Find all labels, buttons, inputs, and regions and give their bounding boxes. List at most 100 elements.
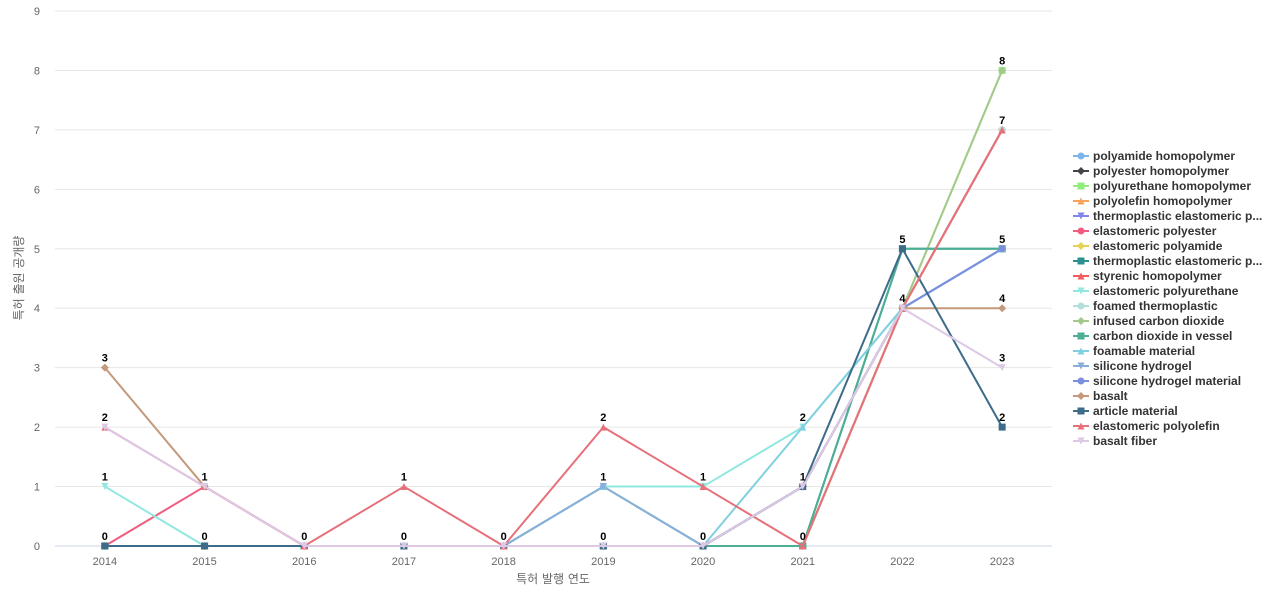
data-point: [998, 245, 1006, 253]
y-tick-label: 9: [34, 6, 40, 18]
legend-item[interactable]: elastomeric polyurethane: [1073, 284, 1239, 298]
legend-label: infused carbon dioxide: [1093, 314, 1225, 328]
y-tick-label: 5: [34, 244, 40, 256]
x-axis-ticks: 2014 2015 2016 2017 2018 2019 2020 2021 2022 2023: [93, 556, 1015, 568]
legend-symbol: [1077, 422, 1085, 430]
series-group: [101, 245, 1006, 550]
data-label: 1: [800, 472, 806, 484]
legend-label: basalt fiber: [1093, 434, 1157, 448]
legend-item[interactable]: polyester homopolymer: [1073, 164, 1229, 178]
data-label: 4: [999, 293, 1006, 305]
x-tick-label: 2023: [990, 556, 1014, 568]
data-point: [400, 542, 408, 550]
data-label: 1: [401, 472, 407, 484]
legend-label: silicone hydrogel material: [1093, 374, 1241, 388]
data-point: [101, 542, 109, 550]
legend-item[interactable]: elastomeric polyolefin: [1073, 419, 1220, 433]
x-tick-label: 2015: [192, 556, 216, 568]
legend-item[interactable]: basalt: [1073, 389, 1128, 403]
y-tick-label: 2: [34, 422, 40, 434]
legend-label: polyolefin homopolymer: [1093, 194, 1233, 208]
data-label: 4: [899, 293, 906, 305]
legend-symbol: [1077, 227, 1085, 235]
data-label: 3: [102, 353, 108, 365]
y-tick-label: 8: [34, 65, 40, 77]
data-label: 1: [600, 472, 606, 484]
legend-label: silicone hydrogel: [1093, 359, 1192, 373]
legend-item[interactable]: polyamide homopolymer: [1073, 149, 1235, 163]
legend-item[interactable]: basalt fiber: [1073, 434, 1157, 448]
x-axis-title: 특허 발행 연도: [516, 571, 590, 586]
legend-symbol: [1077, 182, 1085, 190]
legend-item[interactable]: silicone hydrogel: [1073, 359, 1192, 373]
legend-symbol: [1077, 392, 1085, 400]
legend-symbol: [1077, 257, 1085, 265]
legend-symbol: [1077, 212, 1085, 220]
legend-symbol: [1077, 197, 1085, 205]
legend-item[interactable]: styrenic homopolymer: [1073, 269, 1222, 283]
data-point: [799, 483, 807, 491]
legend-label: elastomeric polyolefin: [1093, 419, 1220, 433]
legend-symbol: [1077, 317, 1085, 325]
data-label: 5: [999, 234, 1005, 246]
x-tick-label: 2016: [292, 556, 316, 568]
legend-item[interactable]: silicone hydrogel material: [1073, 374, 1241, 388]
legend-item[interactable]: thermoplastic elastomeric p...: [1073, 254, 1262, 268]
legend-label: basalt: [1093, 389, 1128, 403]
series-line: [103, 247, 1004, 547]
x-tick-label: 2020: [691, 556, 715, 568]
data-point: [799, 423, 807, 431]
legend-item[interactable]: article material: [1073, 404, 1178, 418]
legend-item[interactable]: carbon dioxide in vessel: [1073, 329, 1232, 343]
series-line: [103, 307, 1004, 547]
y-tick-label: 4: [34, 303, 40, 315]
series-line: [103, 247, 1004, 547]
data-label: 3: [999, 353, 1005, 365]
series-group: [101, 245, 1006, 550]
legend-symbol: [1077, 332, 1085, 340]
series-line: [103, 247, 1004, 547]
y-tick-label: 3: [34, 363, 40, 375]
legend-symbol: [1077, 272, 1085, 280]
series-group: [101, 245, 1006, 550]
legend-symbol: [1077, 302, 1085, 310]
legend-item[interactable]: foamed thermoplastic: [1073, 299, 1218, 313]
legend-item[interactable]: foamable material: [1073, 344, 1195, 358]
legend-item[interactable]: thermoplastic elastomeric p...: [1073, 209, 1262, 223]
legend-item[interactable]: elastomeric polyester: [1073, 224, 1217, 238]
data-label: 0: [401, 531, 407, 543]
legend-symbol: [1077, 167, 1085, 175]
x-tick-label: 2014: [93, 556, 117, 568]
legend-label: foamable material: [1093, 344, 1195, 358]
legend-label: styrenic homopolymer: [1093, 269, 1222, 283]
legend-item[interactable]: polyolefin homopolymer: [1073, 194, 1233, 208]
data-label: 0: [102, 531, 108, 543]
legend-label: foamed thermoplastic: [1093, 299, 1218, 313]
series-lines: [100, 66, 1007, 550]
legend-label: thermoplastic elastomeric p...: [1093, 254, 1262, 268]
data-label: 0: [501, 531, 507, 543]
data-label: 2: [800, 412, 806, 424]
data-label: 2: [600, 412, 606, 424]
data-point: [101, 423, 109, 431]
x-tick-label: 2018: [491, 556, 515, 568]
series-group: [101, 245, 1006, 550]
series-line: [103, 247, 1004, 547]
legend-item[interactable]: polyurethane homopolymer: [1073, 179, 1251, 193]
series-group: [101, 245, 1006, 550]
legend-symbol: [1077, 242, 1085, 250]
legend-item[interactable]: infused carbon dioxide: [1073, 314, 1225, 328]
data-point: [500, 542, 508, 550]
series-line: [103, 247, 1004, 547]
legend-item[interactable]: elastomeric polyamide: [1073, 239, 1223, 253]
legend-symbol: [1077, 362, 1085, 370]
legend-symbol: [1077, 152, 1085, 160]
data-point: [300, 542, 308, 550]
series-line: [103, 128, 1004, 547]
legend-label: elastomeric polyurethane: [1093, 284, 1239, 298]
y-tick-label: 7: [34, 125, 40, 137]
data-label: 2: [102, 412, 108, 424]
y-tick-label: 1: [34, 482, 40, 494]
legend-symbol: [1077, 287, 1085, 295]
data-label: 5: [899, 234, 905, 246]
